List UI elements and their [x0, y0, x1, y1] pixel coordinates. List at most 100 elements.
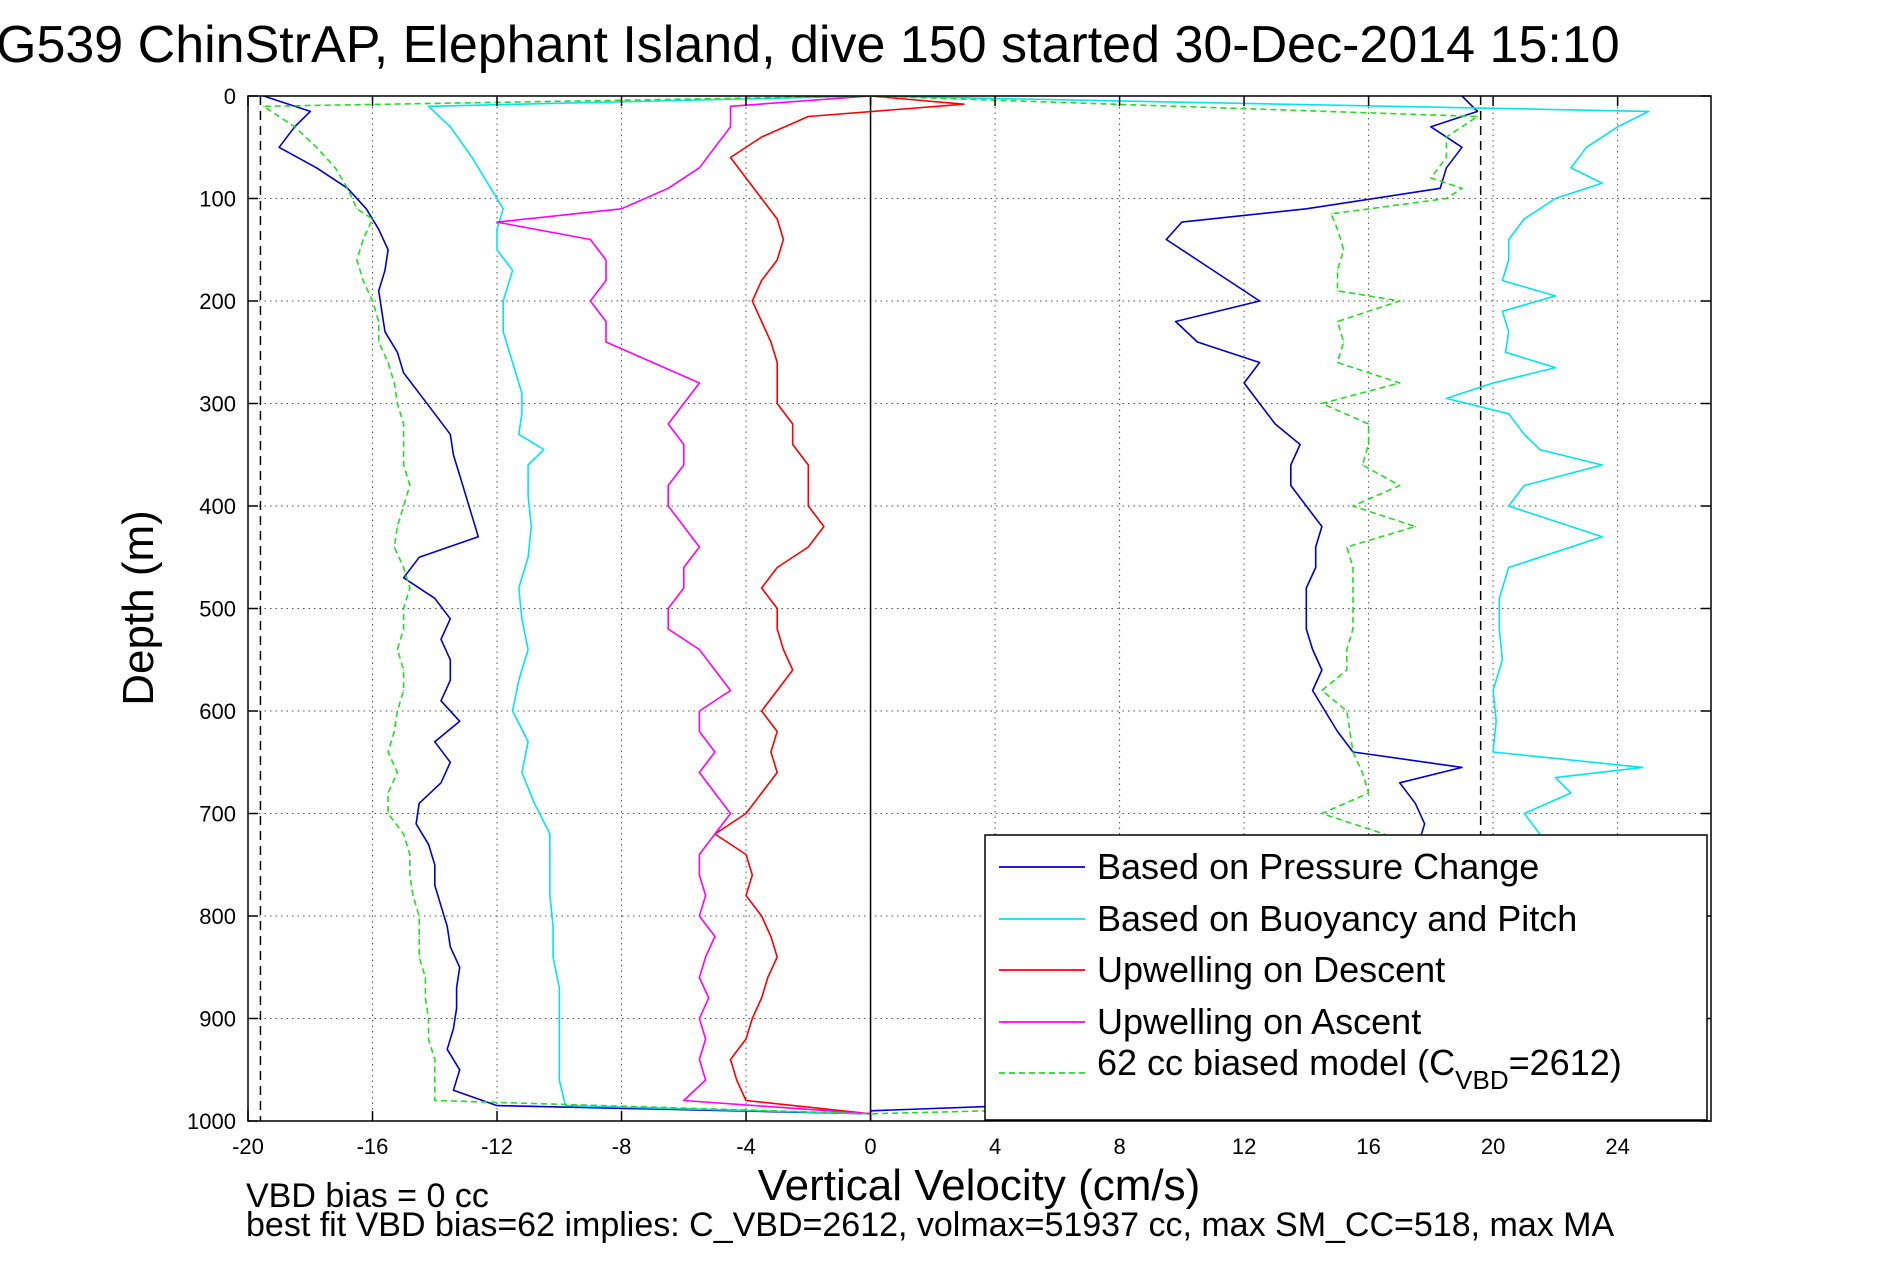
data-point-based-on-pressure-change — [434, 864, 436, 866]
annotation-best-fit: best fit VBD bias=62 implies: C_VBD=2612… — [246, 1206, 1615, 1244]
data-point-upwelling-on-ascent — [698, 976, 700, 979]
data-point-upwelling-on-ascent — [683, 402, 685, 405]
data-point-62-cc-biased-model-c-vbd-2612 — [424, 976, 426, 979]
data-point-62-cc-biased-model-c-vbd-2612 — [1343, 341, 1345, 343]
data-point-upwelling-on-ascent — [667, 187, 669, 189]
data-point-upwelling-on-descent — [761, 587, 763, 589]
data-point-upwelling-on-ascent — [714, 146, 716, 148]
data-point-based-on-pressure-change — [1324, 710, 1326, 712]
data-point-62-cc-biased-model-c-vbd-2612 — [1321, 689, 1323, 692]
chart-title: G539 ChinStrAP, Elephant Island, dive 15… — [0, 16, 1620, 74]
data-point-based-on-pressure-change — [459, 474, 461, 476]
data-point-based-on-buoyancy-and-pitch — [549, 864, 551, 866]
data-point-based-on-pressure-change — [459, 720, 461, 722]
data-point-upwelling-on-descent — [770, 935, 772, 938]
data-point-upwelling-on-ascent — [705, 894, 707, 897]
data-point-upwelling-on-descent — [776, 628, 778, 630]
data-point-62-cc-biased-model-c-vbd-2612 — [434, 1079, 436, 1081]
data-point-62-cc-biased-model-c-vbd-2612 — [393, 382, 395, 384]
data-point-upwelling-on-ascent — [620, 208, 623, 210]
data-point-upwelling-on-descent — [776, 730, 778, 733]
data-point-62-cc-biased-model-c-vbd-2612 — [387, 751, 389, 753]
data-point-based-on-buoyancy-and-pitch — [1445, 397, 1447, 399]
data-point-upwelling-on-ascent — [698, 1058, 700, 1061]
data-point-based-on-buoyancy-and-pitch — [427, 105, 430, 107]
data-point-upwelling-on-descent — [770, 341, 772, 343]
data-point-62-cc-biased-model-c-vbd-2612 — [1361, 464, 1363, 466]
data-point-upwelling-on-descent — [761, 197, 763, 200]
data-point-based-on-pressure-change — [315, 167, 318, 169]
data-point-62-cc-biased-model-c-vbd-2612 — [409, 484, 411, 487]
data-point-62-cc-biased-model-c-vbd-2612 — [403, 607, 405, 610]
data-point-based-on-pressure-change — [1305, 505, 1307, 507]
grid-layer — [248, 96, 1711, 1121]
legend-box — [984, 834, 1708, 1121]
data-point-based-on-pressure-change — [1445, 167, 1447, 169]
data-point-upwelling-on-ascent — [605, 279, 607, 282]
data-point-62-cc-biased-model-c-vbd-2612 — [1336, 320, 1339, 323]
data-point-upwelling-on-descent — [776, 218, 778, 220]
data-point-upwelling-on-descent — [770, 751, 772, 753]
data-point-based-on-pressure-change — [396, 351, 398, 353]
series-line-62-cc-biased-model-c-vbd-2612 — [262, 96, 871, 1115]
data-point-62-cc-biased-model-c-vbd-2612 — [393, 730, 395, 733]
legend-label-subscript: VBD — [1455, 1065, 1508, 1095]
data-point-based-on-buoyancy-and-pitch — [1501, 659, 1503, 661]
data-point-62-cc-biased-model-c-vbd-2612 — [378, 341, 380, 343]
series-line-upwelling-on-descent — [714, 96, 965, 1115]
data-point-62-cc-biased-model-c-vbd-2612 — [403, 628, 405, 630]
data-point-based-on-buoyancy-and-pitch — [1498, 597, 1500, 599]
data-point-based-on-pressure-change — [1424, 823, 1426, 825]
data-point-upwelling-on-descent — [776, 382, 778, 384]
data-point-based-on-pressure-change — [384, 269, 386, 271]
data-point-62-cc-biased-model-c-vbd-2612 — [356, 259, 358, 261]
data-point-62-cc-biased-model-c-vbd-2612 — [1336, 361, 1339, 364]
data-point-upwelling-on-ascent — [605, 259, 607, 261]
data-point-62-cc-biased-model-c-vbd-2612 — [1414, 525, 1416, 528]
data-point-upwelling-on-descent — [807, 484, 809, 487]
data-point-62-cc-biased-model-c-vbd-2612 — [1352, 607, 1354, 610]
data-point-62-cc-biased-model-c-vbd-2612 — [315, 146, 318, 148]
data-point-based-on-buoyancy-and-pitch — [521, 771, 523, 774]
data-point-based-on-pressure-change — [1175, 320, 1177, 323]
data-point-based-on-pressure-change — [452, 1089, 454, 1091]
data-point-based-on-pressure-change — [381, 310, 383, 312]
data-point-62-cc-biased-model-c-vbd-2612 — [378, 320, 380, 323]
data-point-based-on-pressure-change — [1165, 238, 1167, 241]
data-point-based-on-buoyancy-and-pitch — [558, 1079, 560, 1081]
data-point-based-on-buoyancy-and-pitch — [533, 802, 535, 804]
data-point-based-on-pressure-change — [452, 1028, 454, 1030]
data-point-62-cc-biased-model-c-vbd-2612 — [418, 915, 420, 917]
data-point-62-cc-biased-model-c-vbd-2612 — [1336, 228, 1339, 230]
data-point-62-cc-biased-model-c-vbd-2612 — [403, 689, 405, 692]
data-point-based-on-pressure-change — [415, 823, 417, 825]
data-point-62-cc-biased-model-c-vbd-2612 — [1346, 710, 1348, 712]
data-point-based-on-buoyancy-and-pitch — [527, 648, 529, 651]
data-point-based-on-pressure-change — [446, 1048, 448, 1050]
data-point-upwelling-on-ascent — [698, 167, 700, 169]
data-point-62-cc-biased-model-c-vbd-2612 — [412, 894, 414, 897]
data-point-based-on-pressure-change — [1259, 361, 1261, 364]
data-point-62-cc-biased-model-c-vbd-2612 — [1368, 423, 1370, 425]
data-point-based-on-buoyancy-and-pitch — [521, 618, 523, 620]
data-point-based-on-pressure-change — [1299, 443, 1301, 446]
data-point-62-cc-biased-model-c-vbd-2612 — [1430, 177, 1432, 179]
data-point-based-on-pressure-change — [434, 741, 436, 743]
data-point-62-cc-biased-model-c-vbd-2612 — [371, 218, 374, 220]
data-point-based-on-pressure-change — [1259, 300, 1261, 302]
data-point-upwelling-on-ascent — [714, 792, 716, 794]
data-point-62-cc-biased-model-c-vbd-2612 — [362, 279, 364, 282]
data-point-based-on-pressure-change — [1274, 423, 1276, 425]
data-point-upwelling-on-ascent — [589, 238, 591, 241]
data-point-upwelling-on-descent — [776, 607, 778, 610]
data-point-upwelling-on-descent — [745, 177, 747, 179]
data-point-upwelling-on-ascent — [683, 587, 685, 589]
data-point-based-on-pressure-change — [452, 454, 454, 456]
y-tick-label: 800 — [199, 904, 236, 929]
y-tick-label: 400 — [199, 494, 236, 519]
data-point-based-on-pressure-change — [1243, 382, 1245, 384]
data-point-upwelling-on-descent — [745, 1038, 747, 1040]
data-point-based-on-buoyancy-and-pitch — [549, 894, 551, 897]
data-point-based-on-buoyancy-and-pitch — [512, 361, 514, 364]
x-tick-label: -20 — [232, 1134, 264, 1159]
